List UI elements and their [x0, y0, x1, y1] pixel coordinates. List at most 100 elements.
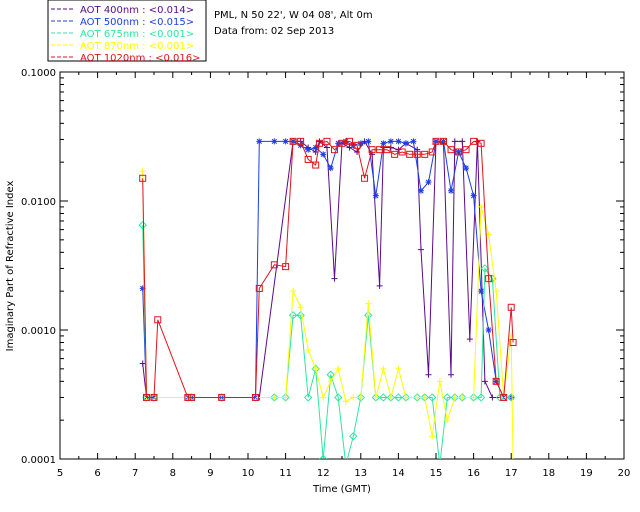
series-line [142, 171, 514, 459]
legend: AOT 400nm : <0.014>AOT 500nm : <0.015>AO… [47, 0, 207, 64]
series-1 [139, 138, 507, 401]
data-point [466, 336, 473, 343]
data-point [493, 288, 500, 295]
x-tick-label: 20 [618, 468, 631, 479]
data-point [139, 285, 146, 292]
data-point [297, 142, 304, 149]
data-point [436, 378, 443, 385]
data-point [350, 394, 357, 401]
x-tick-label: 6 [94, 468, 100, 479]
data-point [154, 316, 162, 324]
data-point [150, 393, 158, 401]
data-point [270, 261, 278, 269]
legend-label: AOT 675nm : <0.001> [80, 29, 194, 40]
data-point [425, 371, 432, 378]
data-point [365, 300, 372, 307]
data-point [417, 246, 424, 253]
data-point [281, 393, 290, 402]
data-point [218, 393, 226, 401]
data-point [282, 138, 289, 145]
data-point [500, 393, 508, 401]
data-point [330, 146, 338, 154]
x-tick-label: 10 [242, 468, 255, 479]
x-tick-label: 5 [57, 468, 63, 479]
data-point [335, 365, 342, 372]
data-point [443, 393, 452, 402]
data-point [506, 393, 516, 402]
data-point [448, 371, 455, 378]
data-point [470, 137, 478, 145]
data-point [477, 139, 485, 147]
data-point [463, 165, 470, 172]
data-point [342, 461, 349, 468]
data-point [414, 394, 421, 401]
data-point [346, 137, 354, 145]
data-point [361, 174, 369, 182]
data-point [297, 137, 305, 145]
data-point [255, 284, 263, 292]
x-tick-label: 9 [207, 468, 213, 479]
axis-ticks: 5 6 7 8 9 10 11 12 13 14 15 16 17 18 19 20 0.0001 0.0010 0… [21, 68, 630, 479]
data-point [142, 393, 150, 401]
data-point [303, 393, 313, 402]
data-point [476, 393, 486, 402]
y-tick-label: 0.1000 [21, 68, 56, 79]
data-point [380, 140, 387, 147]
data-point [320, 151, 327, 158]
data-point [440, 137, 448, 145]
data-point [485, 327, 492, 333]
data-point [315, 139, 323, 147]
data-point [271, 394, 278, 401]
x-tick-label: 13 [354, 468, 367, 479]
data-point [432, 137, 440, 145]
data-point [334, 393, 343, 402]
data-point [372, 394, 379, 401]
data-point [470, 394, 477, 401]
data-point [312, 161, 320, 169]
data-point [380, 365, 387, 372]
series-layer [138, 137, 517, 468]
data-point [448, 187, 455, 194]
data-point [495, 393, 505, 402]
data-point [412, 393, 422, 402]
data-point [282, 394, 289, 401]
legend-box [47, 0, 207, 62]
data-point [327, 378, 334, 385]
data-point [421, 150, 429, 158]
data-point [353, 141, 361, 149]
data-point [364, 311, 373, 320]
data-point [376, 146, 384, 154]
data-point [252, 393, 260, 401]
data-point [305, 346, 312, 353]
data-point [139, 174, 147, 182]
x-tick-label: 12 [317, 468, 330, 479]
data-point [469, 393, 478, 402]
x-tick-label: 15 [430, 468, 443, 479]
data-point [398, 148, 406, 156]
data-point [188, 393, 196, 401]
series-4 [139, 168, 515, 459]
data-point [447, 146, 455, 154]
data-point [444, 417, 451, 424]
data-point [326, 370, 335, 379]
data-point [338, 139, 346, 147]
data-point [425, 179, 432, 186]
data-point [354, 148, 361, 155]
legend-label: AOT 1020nm : <0.016> [80, 53, 200, 64]
data-point [356, 393, 366, 402]
data-point [462, 146, 470, 154]
data-point [450, 393, 460, 402]
series-line [142, 225, 512, 459]
chart-title: PML, N 50 22', W 04 08', Alt 0m [214, 10, 373, 21]
data-point [383, 146, 391, 154]
series-5 [139, 137, 517, 401]
data-point [331, 275, 338, 282]
data-point [335, 140, 342, 147]
data-point [394, 393, 403, 402]
data-point [428, 148, 436, 156]
x-tick-label: 8 [170, 468, 176, 479]
data-point [304, 155, 312, 163]
series-3 [138, 220, 516, 468]
data-point [478, 288, 485, 295]
data-point [350, 142, 357, 149]
